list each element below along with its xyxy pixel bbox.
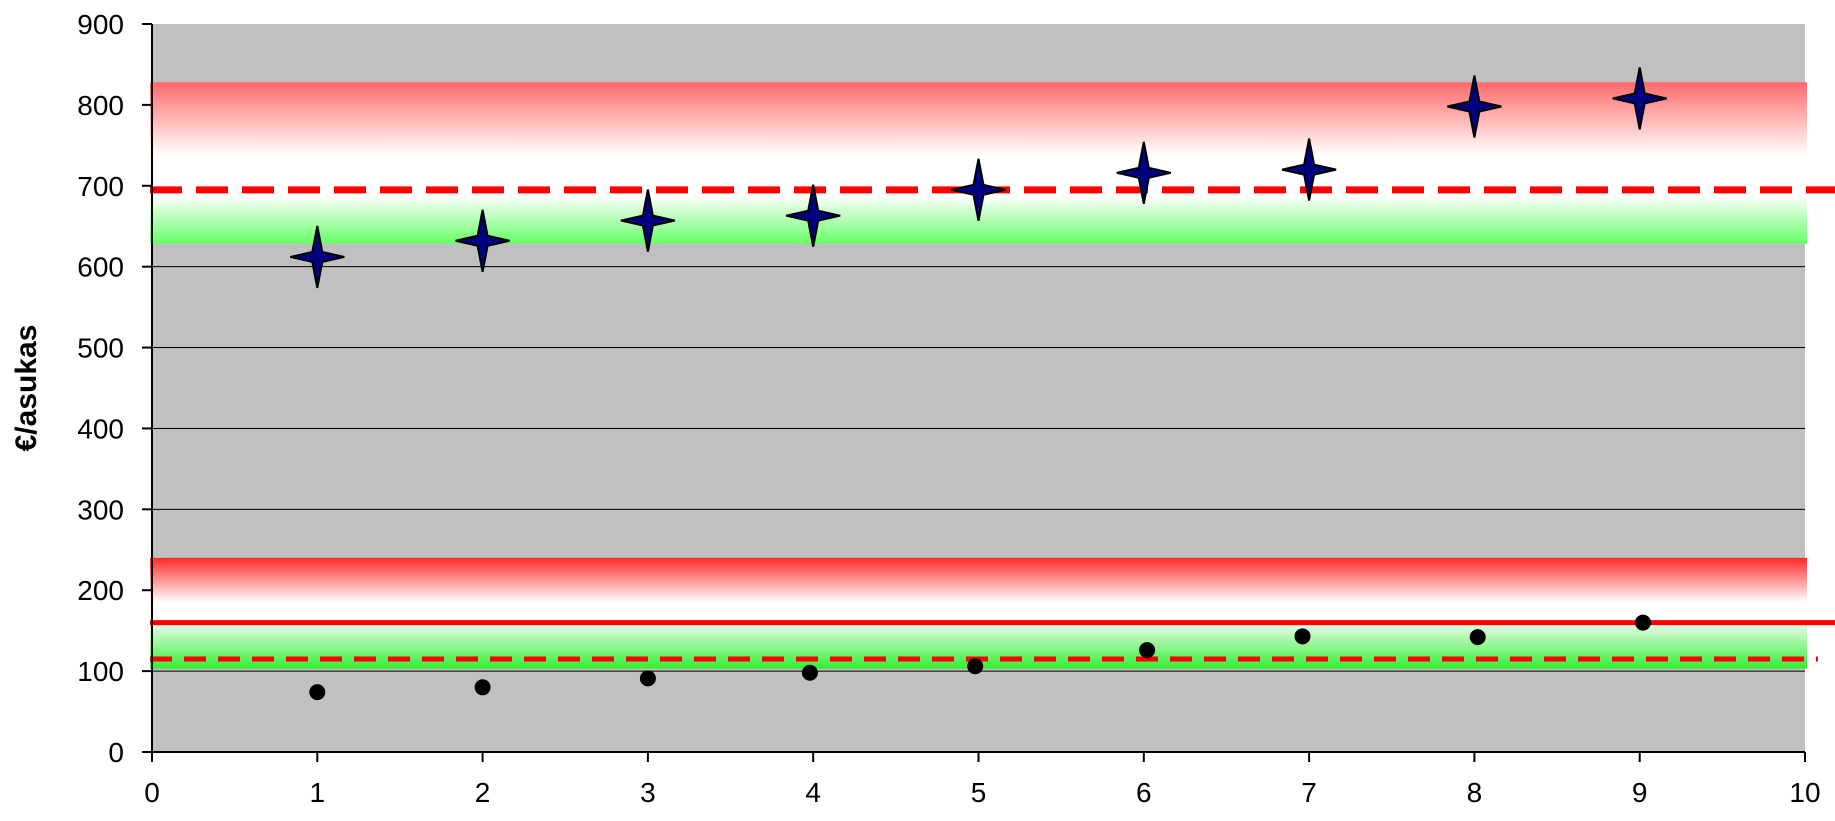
x-tick-label: 7 <box>1301 777 1317 808</box>
circle-point <box>1139 642 1156 659</box>
x-tick-label: 10 <box>1789 777 1820 808</box>
star-point <box>290 225 345 289</box>
y-tick-label: 200 <box>77 575 124 606</box>
x-tick-label: 8 <box>1467 777 1483 808</box>
x-tick-label: 4 <box>805 777 821 808</box>
circle-point <box>639 670 656 687</box>
x-tick-label: 6 <box>1136 777 1152 808</box>
y-tick-label: 900 <box>77 9 124 40</box>
y-axis-title: €/asukas <box>10 325 43 452</box>
axes: 0 100 200 300 400 500 600 700 800 900 0 1 2 3 4 5 6 7 8 9 10 <box>77 9 1820 808</box>
star-point <box>951 158 1006 222</box>
y-tick-label: 0 <box>108 737 124 768</box>
x-tick-label: 9 <box>1632 777 1648 808</box>
y-tick-label: 100 <box>77 656 124 687</box>
circle-point <box>967 658 984 675</box>
y-tick-label: 600 <box>77 252 124 283</box>
x-tick-label: 2 <box>475 777 491 808</box>
threshold-band <box>150 557 1807 669</box>
star-point <box>620 189 676 252</box>
circle-point <box>474 679 491 696</box>
y-tick-label: 500 <box>77 333 124 364</box>
circle-point <box>1294 628 1311 645</box>
y-tick-label: 300 <box>77 494 124 525</box>
circle-point <box>1635 614 1652 631</box>
circle-point <box>309 684 326 701</box>
x-tick-label: 0 <box>144 777 160 808</box>
x-tick-label: 3 <box>640 777 656 808</box>
star-point <box>1116 141 1172 205</box>
star-point <box>1281 138 1337 201</box>
star-point <box>785 184 841 247</box>
star-point <box>1447 75 1502 138</box>
y-tick-label: 400 <box>77 413 124 444</box>
circle-point <box>1469 629 1486 646</box>
star-point <box>1612 67 1667 130</box>
x-tick-label: 5 <box>971 777 987 808</box>
star-point <box>455 209 510 272</box>
y-tick-label: 700 <box>77 171 124 202</box>
data-marks <box>290 67 1667 701</box>
y-tick-label: 800 <box>77 90 124 121</box>
x-tick-label: 1 <box>310 777 326 808</box>
circle-point <box>801 664 818 681</box>
